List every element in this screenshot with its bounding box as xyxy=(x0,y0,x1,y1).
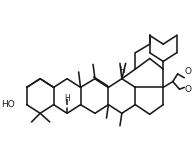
Text: O: O xyxy=(184,67,191,77)
Text: H: H xyxy=(64,94,70,103)
Text: O: O xyxy=(184,85,191,94)
Text: HO: HO xyxy=(1,100,15,109)
Text: H: H xyxy=(119,65,125,75)
